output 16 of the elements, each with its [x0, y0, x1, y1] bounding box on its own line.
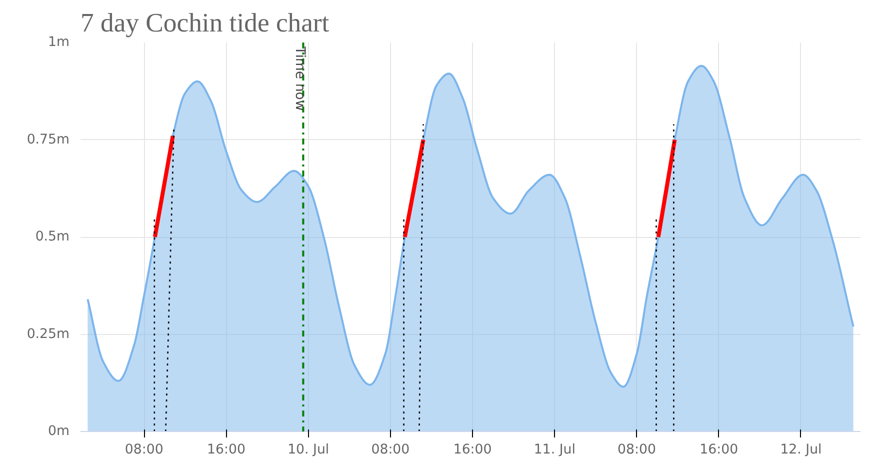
chart-title: 7 day Cochin tide chart [80, 8, 330, 38]
ref-line-label: Time now [292, 46, 308, 111]
y-tick-label: 0.25m [26, 326, 70, 342]
x-tick-label: 08:00 [618, 442, 656, 458]
x-tick-label: 16:00 [700, 442, 738, 458]
x-tick-label: 16:00 [453, 442, 492, 458]
x-tick-label: 12. Jul [780, 442, 822, 458]
y-tick-label: 1m [48, 35, 70, 50]
y-tick-label: 0m [48, 424, 70, 439]
y-tick-label: 0.5m [35, 230, 70, 244]
x-tick-label: 08:00 [371, 442, 410, 458]
y-tick-label: 0.75m [26, 132, 70, 148]
x-tick-label: 11. Jul [534, 442, 576, 458]
x-tick-label: 16:00 [207, 442, 246, 458]
x-tick-label: 08:00 [124, 442, 164, 458]
x-tick-label: 10. Jul [288, 442, 330, 458]
